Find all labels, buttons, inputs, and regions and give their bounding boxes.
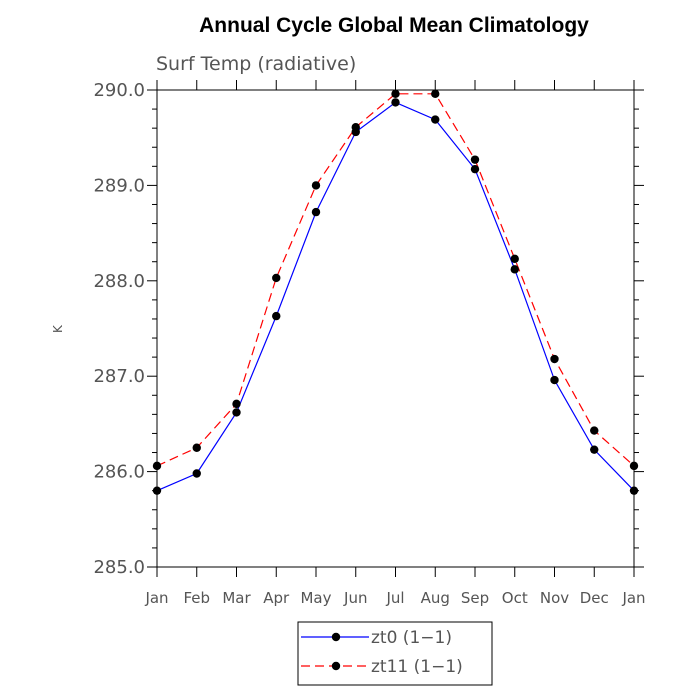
y-tick-label: 289.0 (93, 175, 145, 196)
y-axis-label: K (51, 324, 65, 333)
minor-ticks (152, 108, 639, 549)
x-tick-label: Dec (580, 589, 609, 607)
chart-title: Annual Cycle Global Mean Climatology (199, 14, 589, 37)
data-point-zt0 (272, 311, 281, 321)
data-point-zt11 (510, 254, 519, 264)
data-point-zt0 (351, 127, 360, 137)
series-line-zt0 (156, 101, 635, 492)
x-tick-label: Jan (621, 589, 645, 607)
series-line-zt11 (156, 93, 635, 467)
legend-marker-zt11 (331, 661, 341, 671)
data-point-zt0 (232, 408, 241, 417)
x-tick-labels: Jan Feb Mar Apr May Jun Jul Aug Sep Oct Nov Dec Jan (144, 589, 645, 607)
x-tick-label: Nov (540, 589, 569, 607)
data-point-zt0 (510, 265, 519, 274)
data-point-zt0 (470, 164, 480, 174)
x-tick-label: Jul (385, 589, 404, 607)
data-point-zt11 (232, 399, 241, 409)
data-point-zt0 (550, 375, 559, 385)
y-tick-label: 285.0 (93, 557, 145, 578)
chart-subtitle: Surf Temp (radiative) (156, 53, 356, 75)
data-point-zt11 (272, 273, 281, 283)
y-tick-labels: 285.0 286.0 287.0 288.0 289.0 290.0 (93, 80, 145, 578)
data-point-zt0 (311, 207, 321, 217)
data-point-zt11 (192, 443, 201, 452)
x-tick-label: Feb (183, 589, 210, 607)
data-point-zt11 (311, 181, 321, 190)
x-tick-label: Jan (144, 589, 168, 607)
y-tick-label: 290.0 (93, 80, 145, 101)
series-layer (152, 89, 639, 495)
data-point-zt11 (431, 89, 440, 99)
data-point-zt0 (590, 445, 599, 454)
x-tick-label: Aug (421, 589, 450, 607)
data-point-zt11 (590, 426, 599, 435)
y-tick-label: 288.0 (93, 271, 145, 292)
data-point-zt11 (470, 155, 480, 164)
data-point-zt0 (391, 98, 400, 107)
x-tick-label: Jun (343, 589, 367, 607)
data-point-zt0 (192, 469, 201, 478)
x-tick-label: Oct (502, 589, 528, 607)
plot-frame (156, 89, 635, 568)
legend-label-zt11: zt11 (1−1) (371, 657, 463, 677)
y-tick-label: 287.0 (93, 366, 145, 387)
legend-box (297, 621, 493, 686)
legend-label-zt0: zt0 (1−1) (371, 628, 452, 648)
legend: zt0 (1−1) zt11 (1−1) (297, 621, 493, 686)
legend-marker-zt0 (331, 632, 341, 642)
data-point-zt11 (391, 89, 400, 99)
x-tick-label: Mar (222, 589, 251, 607)
data-point-zt0 (431, 115, 440, 124)
data-point-zt11 (550, 354, 559, 364)
y-tick-label: 286.0 (93, 462, 145, 483)
major-ticks (147, 80, 644, 577)
x-tick-label: Apr (263, 589, 290, 607)
x-tick-label: Sep (461, 589, 489, 607)
x-tick-label: May (300, 589, 331, 607)
